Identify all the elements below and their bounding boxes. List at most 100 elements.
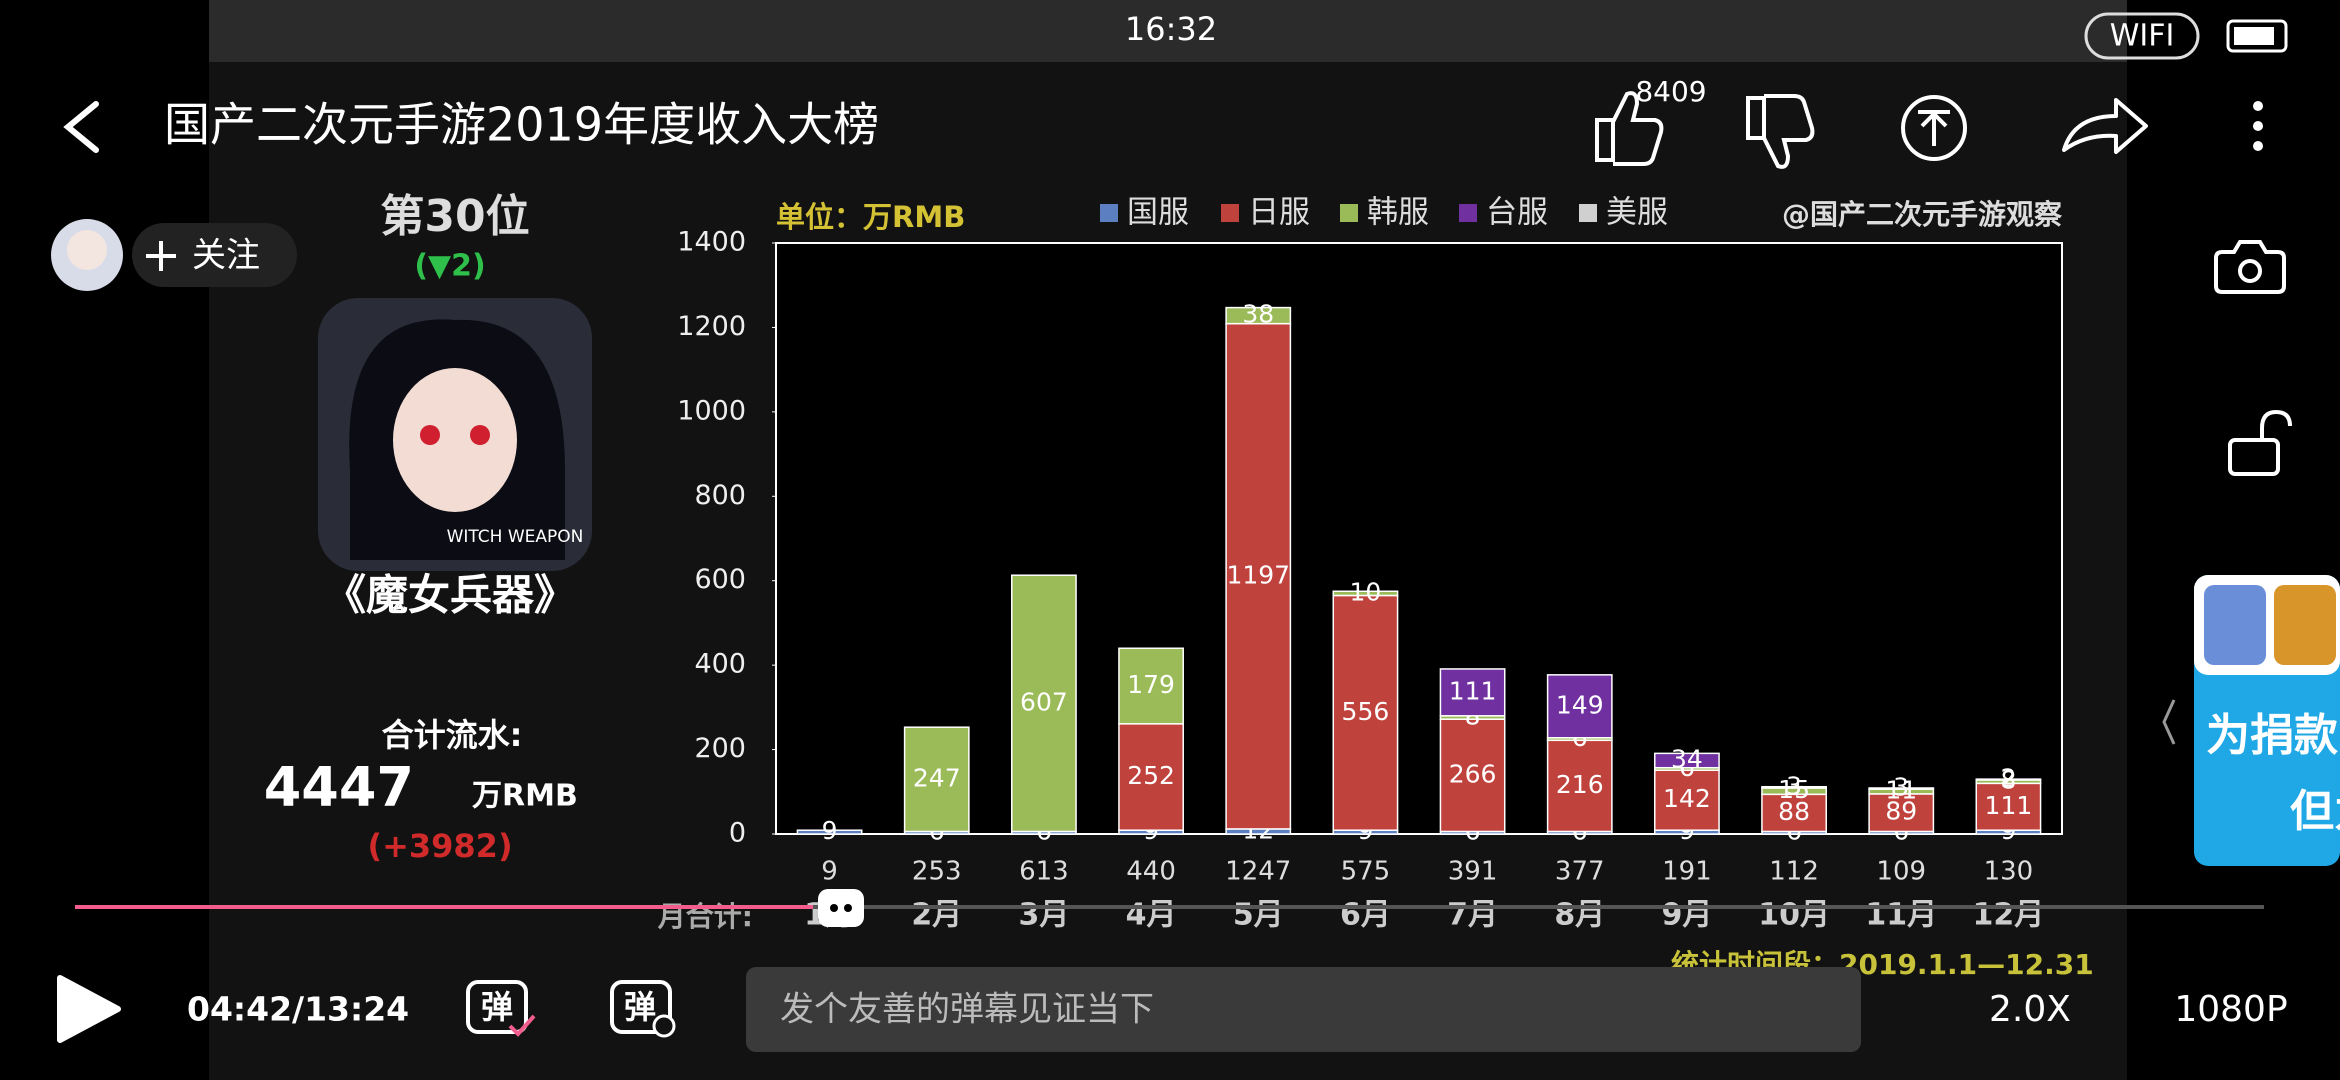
menu-dot[interactable]	[2253, 141, 2263, 151]
bar-segment	[1546, 739, 1613, 833]
bar-segment	[1654, 752, 1720, 769]
total-change: (+3982)	[367, 827, 512, 865]
x-tick-label: 3月	[1018, 898, 1069, 933]
x-tick-label: 5月	[1233, 898, 1284, 933]
data-label: 34	[1671, 745, 1703, 774]
plot-area	[775, 242, 2063, 835]
coin-button[interactable]	[1901, 95, 1967, 161]
danmaku-toggle[interactable]	[466, 980, 528, 1034]
total-label: 合计流水:	[382, 716, 523, 754]
playback-time: 04:42/13:24	[187, 990, 409, 1029]
y-tick-label: 0	[729, 818, 746, 849]
battery	[2226, 19, 2288, 53]
legend-label: 台服	[1486, 195, 1548, 231]
x-tick-label: 11月	[1865, 898, 1937, 933]
data-label: 111	[1985, 791, 2033, 820]
unit-label: 单位：万RMB	[776, 200, 965, 234]
bar-segment	[1868, 787, 1935, 791]
data-label: 149	[1556, 690, 1604, 719]
bar-segment	[1546, 674, 1613, 739]
bar-segment	[1011, 574, 1077, 833]
y-tick-label: 1400	[677, 227, 746, 258]
bar-segment	[1332, 590, 1399, 597]
credit: @国产二次元手游观察	[1782, 198, 2063, 231]
data-label: 3	[1786, 771, 1802, 800]
legend-swatch	[1100, 204, 1118, 222]
bar-segment	[1225, 322, 1292, 830]
menu-dot[interactable]	[2253, 121, 2263, 131]
play-button[interactable]	[57, 975, 121, 1043]
follow-label: 关注	[192, 236, 260, 276]
data-label: 10	[1350, 577, 1382, 606]
x-tick-label: 2月	[911, 898, 962, 933]
screenshot-button[interactable]	[2214, 240, 2286, 294]
follow-button[interactable]	[132, 223, 297, 287]
rank-change: (▼2)	[414, 249, 485, 284]
data-label: 607	[1020, 687, 1068, 716]
legend-swatch	[1221, 204, 1239, 222]
back-button[interactable]	[63, 101, 99, 153]
total-value: 4447	[264, 756, 414, 819]
bar-segment	[1439, 668, 1506, 717]
speed-button[interactable]: 2.0X	[1989, 989, 2071, 1030]
month-total: 377	[1555, 857, 1605, 887]
data-label: 3	[1893, 773, 1909, 802]
side-ad-game	[2204, 585, 2266, 665]
side-panel-toggle[interactable]	[2162, 699, 2176, 745]
game-icon-face	[393, 368, 517, 512]
progress-knob[interactable]	[818, 889, 864, 927]
totals-label: 月合计:	[657, 900, 753, 933]
wifi-label: WIFI	[2110, 19, 2175, 54]
x-tick-label: 6月	[1340, 898, 1391, 933]
data-label: 38	[1242, 300, 1274, 329]
danmaku-placeholder: 发个友善的弹幕见证当下	[780, 990, 1154, 1030]
dislike-button[interactable]	[1746, 94, 1815, 169]
data-label: 142	[1663, 784, 1711, 813]
x-tick-label: 4月	[1126, 898, 1177, 933]
data-label: 111	[1449, 676, 1497, 705]
data-label: 88	[1778, 797, 1810, 826]
legend-swatch	[1579, 204, 1597, 222]
follow-plus	[146, 241, 176, 271]
data-label: 9	[822, 816, 838, 845]
menu-dot[interactable]	[2253, 101, 2263, 111]
data-label: 179	[1127, 670, 1175, 699]
like-button[interactable]	[1595, 91, 1664, 166]
progress-track[interactable]	[75, 905, 2264, 909]
danmaku-settings[interactable]	[610, 980, 672, 1034]
legend-label: 美服	[1606, 195, 1668, 231]
game-icon-text: WITCH WEAPON	[447, 527, 584, 547]
legend-swatch	[1459, 204, 1477, 222]
danmaku-check	[508, 1014, 536, 1037]
danmaku-input[interactable]	[746, 967, 1861, 1052]
clock: 16:32	[1125, 10, 1217, 48]
lock-button[interactable]	[2228, 438, 2280, 476]
y-tick-label: 1000	[677, 395, 746, 426]
total-unit: 万RMB	[472, 779, 578, 814]
x-tick-label: 12月	[1973, 898, 2045, 933]
data-label: 15	[1778, 775, 1810, 804]
share-button[interactable]	[2062, 98, 2148, 154]
like-count: 8409	[1635, 75, 1706, 108]
legend-label: 韩服	[1367, 195, 1429, 231]
video-title: 国产二次元手游2019年度收入大榜	[164, 98, 879, 152]
month-total: 575	[1341, 857, 1391, 887]
rank: 第30位	[380, 191, 529, 242]
wifi-badge	[2084, 12, 2200, 60]
legend-swatch	[1340, 204, 1358, 222]
quality-button[interactable]: 1080P	[2174, 989, 2287, 1030]
coin-icon	[1918, 110, 1950, 146]
knob-eye	[830, 904, 838, 912]
lock-shackle	[2260, 409, 2292, 440]
month-total: 191	[1662, 857, 1712, 887]
battery-level	[2234, 27, 2274, 45]
game-icon-eye	[420, 425, 440, 445]
month-total: 440	[1126, 857, 1176, 887]
bar-segment	[1225, 306, 1292, 325]
bar-segment	[1439, 718, 1506, 833]
bar-segment	[1761, 793, 1827, 833]
side-ad-game	[2274, 585, 2336, 665]
bar-segment	[1975, 782, 2042, 831]
bar-segment	[796, 829, 863, 835]
